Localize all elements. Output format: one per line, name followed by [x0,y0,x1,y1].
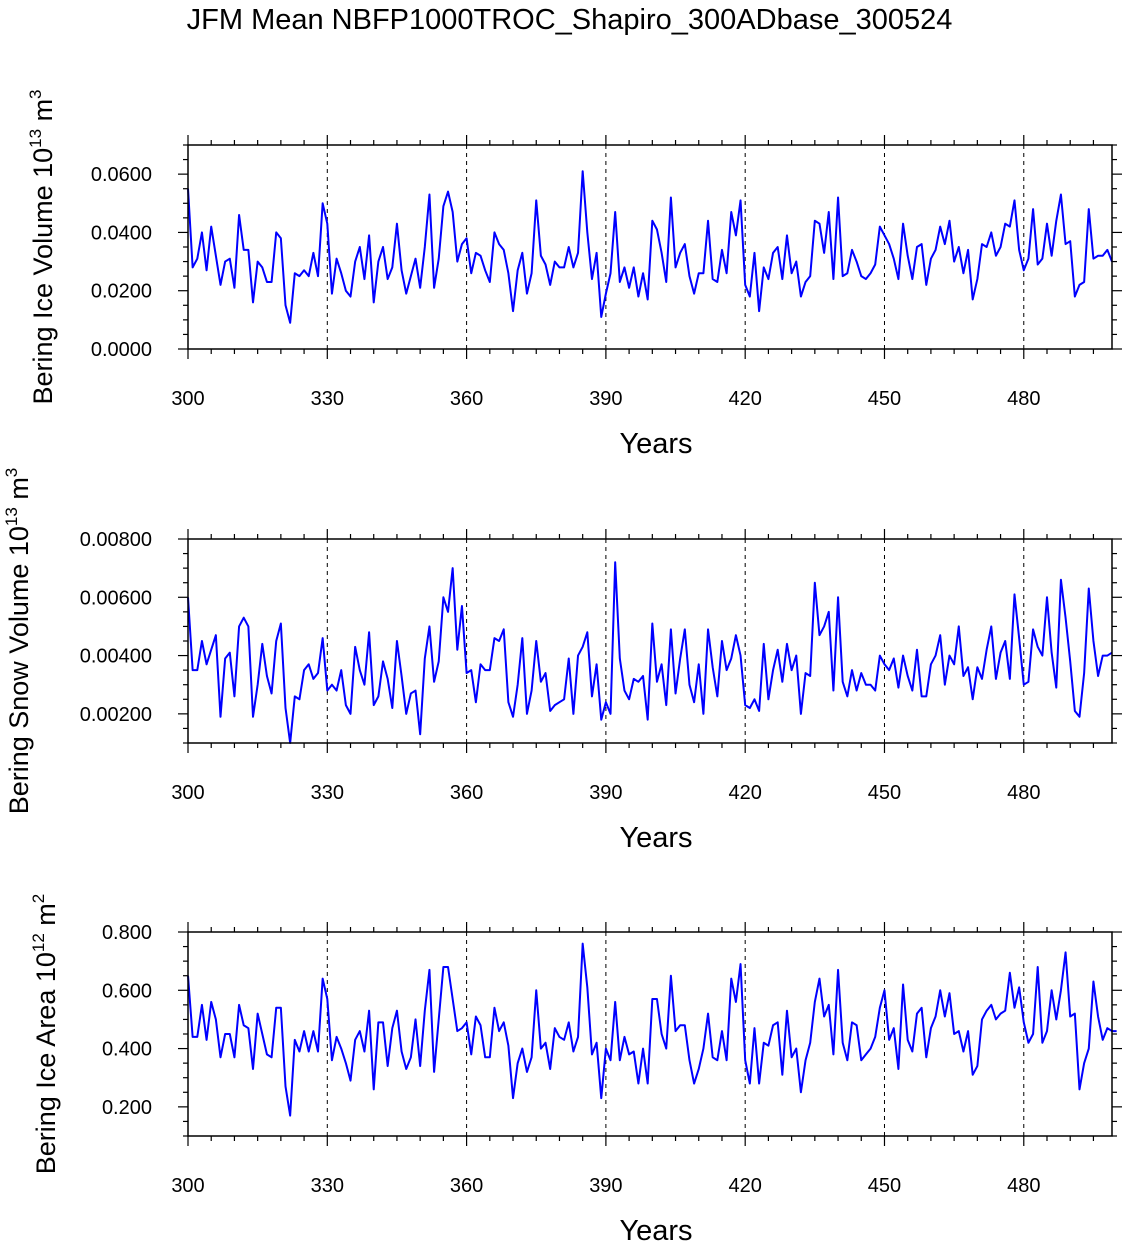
panel1-series-line [187,170,1113,324]
panel2-y-axis-title: Bering Snow Volume 1013 m3 [2,468,34,815]
panel2-x-tick-label: 300 [171,782,204,804]
panel2-y-tick-label: 0.00400 [80,646,152,668]
panel3-y-axis-title-exponent: 12 [29,933,48,952]
panel1-y-axis-title-unit: m [28,99,58,129]
panel1-y-tick-label: 0.0000 [91,339,152,361]
panel1-x-tick-label: 480 [1007,388,1040,410]
panel1-y-axis-title-main: Bering Ice Volume 10 [28,148,58,405]
panel3-x-tick-label: 480 [1007,1175,1040,1197]
panel1-y-tick-label: 0.0400 [91,222,152,244]
panel2-series-line [187,561,1113,744]
panel1-y-axis-title-unit-exponent: 3 [26,89,45,98]
panel3-series-line [187,942,1117,1117]
panel2-x-tick-label: 450 [868,782,901,804]
panel3-x-tick-label: 300 [171,1175,204,1197]
panel3-x-tick-label: 420 [728,1175,761,1197]
panel3-x-axis-title: Years [619,1215,692,1246]
panel2-y-tick-label: 0.00600 [80,587,152,609]
panel2-x-tick-label: 480 [1007,782,1040,804]
panel3-y-axis-title-main: Bering Ice Area 10 [31,952,61,1174]
panel2-plot-frame [187,538,1113,744]
panel3-y-axis-title-unit: m [31,903,61,933]
panel3-x-tick-label: 450 [868,1175,901,1197]
panel2-y-tick-label: 0.00200 [80,704,152,726]
panel2-x-tick-label: 330 [311,782,344,804]
panel3-y-tick-label: 0.600 [102,980,152,1002]
panel3-y-axis-title-unit-exponent: 2 [29,894,48,903]
panel1-x-tick-label: 330 [311,388,344,410]
panel3-y-tick-label: 0.200 [102,1097,152,1119]
panel2-y-axis-title-exponent: 13 [2,507,21,526]
panel1-x-tick-label: 390 [589,388,622,410]
panel3-x-tick-label: 330 [311,1175,344,1197]
panel1-y-tick-label: 0.0600 [91,164,152,186]
panel1-x-tick-label: 360 [450,388,483,410]
panel2-y-axis-title-unit: m [4,477,34,507]
panel1-y-tick-label: 0.0200 [91,281,152,303]
panel3-y-axis-title: Bering Ice Area 1012 m2 [29,894,61,1175]
panel2-x-tick-label: 360 [450,782,483,804]
panel3-y-tick-label: 0.400 [102,1039,152,1061]
panel2-y-axis-title-main: Bering Snow Volume 10 [4,526,34,814]
panel1-y-axis-title: Bering Ice Volume 1013 m3 [26,89,58,404]
panel2-y-axis-title-unit-exponent: 3 [2,468,21,477]
panel2-x-tick-label: 390 [589,782,622,804]
panel2-x-axis-title: Years [619,822,692,854]
panel1-x-tick-label: 420 [728,388,761,410]
panel3-x-tick-label: 390 [589,1175,622,1197]
panel1-x-tick-label: 300 [171,388,204,410]
panel2-x-tick-label: 420 [728,782,761,804]
panel3-y-tick-label: 0.800 [102,922,152,944]
panel1-y-axis-title-exponent: 13 [26,129,45,148]
panel3-x-tick-label: 360 [450,1175,483,1197]
panel2-y-tick-label: 0.00800 [80,529,152,551]
panel1-x-axis-title: Years [619,428,692,460]
panel1-x-tick-label: 450 [868,388,901,410]
chart-title: JFM Mean NBFP1000TROC_Shapiro_300ADbase_… [186,4,953,36]
